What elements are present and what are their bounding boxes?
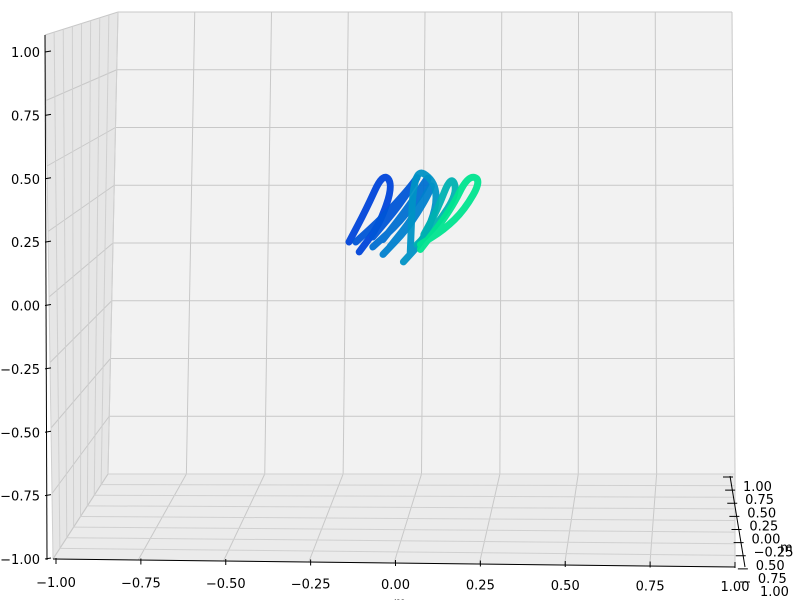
series-line xyxy=(416,173,482,253)
y-tick-label: 0.75 xyxy=(745,493,774,508)
z-tick-mark xyxy=(44,557,52,560)
z-tick-mark xyxy=(44,177,52,180)
x-tick-label: 0.25 xyxy=(466,579,495,594)
side-pane xyxy=(45,12,118,559)
side-depth-gridline xyxy=(62,29,68,538)
z-tick-label: 0.50 xyxy=(11,173,40,188)
y-axis-title: m xyxy=(780,541,793,556)
z-tick-mark xyxy=(44,50,52,53)
floor-pane xyxy=(53,474,735,567)
z-tick-mark xyxy=(44,240,52,243)
z-tick-label: 0.00 xyxy=(11,300,40,315)
x-tick-label: −0.25 xyxy=(291,578,331,593)
y-tick-label: 1.00 xyxy=(743,480,772,495)
grid-lines xyxy=(44,11,736,568)
y-tick-label: 0.00 xyxy=(752,533,781,548)
x-axis-line xyxy=(52,558,736,568)
x-axis-title: m xyxy=(394,596,407,600)
z-tick-label: −0.25 xyxy=(0,363,40,378)
side-depth-gridline xyxy=(44,34,54,560)
y-axis-line xyxy=(729,475,746,568)
z-axis-line xyxy=(44,34,48,561)
x-tick-label: −1.00 xyxy=(36,576,76,591)
z-tick-label: 0.25 xyxy=(11,236,40,251)
z-tick-mark xyxy=(44,430,52,433)
depth-gridline xyxy=(80,516,736,521)
x-tick-label: −0.50 xyxy=(206,577,246,592)
y-tick-label: −0.25 xyxy=(754,546,794,561)
series-line xyxy=(379,182,435,258)
x-tick-label: 0.50 xyxy=(551,579,580,594)
y-tick-label: 0.75 xyxy=(758,572,787,587)
axes-panes xyxy=(45,12,735,567)
x-tick-label: 1.00 xyxy=(721,580,750,595)
y-tick-label: 1.00 xyxy=(760,585,789,600)
tick-labels: −1.00 −0.75 −0.50 −0.25 0.00 0.25 0.50 0.75 1.00… xyxy=(0,46,793,600)
z-tick-label: 1.00 xyxy=(11,46,40,61)
side-depth-gridline xyxy=(53,32,61,549)
x-tick-label: −0.75 xyxy=(121,577,161,592)
z-tick-label: −1.00 xyxy=(0,553,40,568)
side-depth-gridline xyxy=(100,14,110,485)
side-depth-gridline xyxy=(93,17,101,496)
depth-gridline xyxy=(73,526,736,533)
z-tick-mark xyxy=(44,304,52,306)
depth-gridline xyxy=(101,484,736,487)
series-lines xyxy=(345,169,482,266)
z-tick-mark xyxy=(44,113,52,116)
depth-gridline xyxy=(66,537,736,545)
series-line xyxy=(345,173,394,256)
y-tick-label: 0.50 xyxy=(756,559,785,574)
depth-gridline xyxy=(94,494,736,498)
z-tick-label: −0.75 xyxy=(0,490,40,505)
depth-gridline xyxy=(87,505,736,510)
y-tick-label: 0.25 xyxy=(749,519,778,534)
side-depth-gridline xyxy=(80,23,82,517)
series-line xyxy=(352,174,421,246)
z-tick-mark xyxy=(44,494,52,497)
z-tick-label: 0.75 xyxy=(11,109,40,124)
x-tick-label: 0.75 xyxy=(636,580,665,595)
x-tick-label: 0.00 xyxy=(381,578,410,593)
depth-gridline xyxy=(59,547,736,556)
z-tick-mark xyxy=(44,367,52,370)
side-depth-gridline xyxy=(86,20,92,506)
y-tick-label: 0.50 xyxy=(747,506,776,521)
series-line xyxy=(413,177,459,248)
side-depth-gridline xyxy=(71,26,75,528)
z-tick-label: −0.50 xyxy=(0,426,40,441)
side-depth-gridline xyxy=(107,11,119,475)
axis-lines xyxy=(44,34,750,583)
